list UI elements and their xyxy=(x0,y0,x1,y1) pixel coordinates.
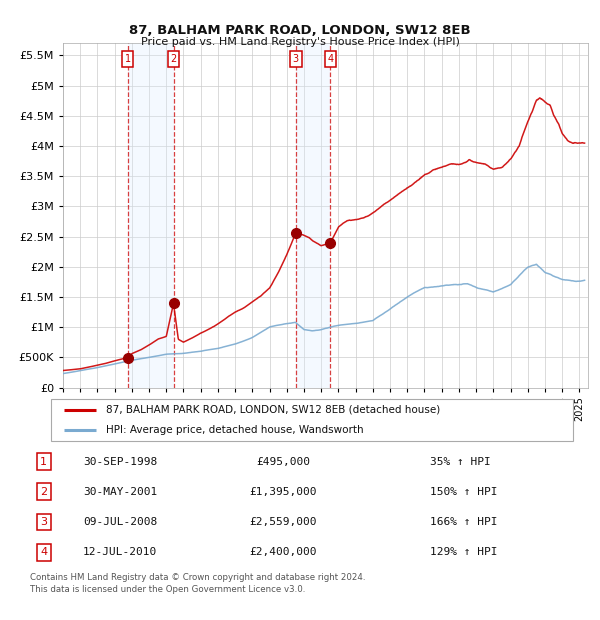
Text: 150% ↑ HPI: 150% ↑ HPI xyxy=(430,487,497,497)
Text: £2,559,000: £2,559,000 xyxy=(250,517,317,527)
Text: 3: 3 xyxy=(40,517,47,527)
Text: 35% ↑ HPI: 35% ↑ HPI xyxy=(430,456,491,466)
Text: 09-JUL-2008: 09-JUL-2008 xyxy=(83,517,157,527)
Text: 2: 2 xyxy=(170,54,176,64)
Text: £2,400,000: £2,400,000 xyxy=(250,547,317,557)
Bar xyxy=(128,43,173,388)
Text: £495,000: £495,000 xyxy=(256,456,310,466)
Text: 30-SEP-1998: 30-SEP-1998 xyxy=(83,456,157,466)
Text: 3: 3 xyxy=(293,54,299,64)
Text: 30-MAY-2001: 30-MAY-2001 xyxy=(83,487,157,497)
Text: 4: 4 xyxy=(40,547,47,557)
Bar xyxy=(296,43,331,388)
Text: Contains HM Land Registry data © Crown copyright and database right 2024.: Contains HM Land Registry data © Crown c… xyxy=(30,574,365,583)
Text: 4: 4 xyxy=(327,54,334,64)
Text: 1: 1 xyxy=(124,54,131,64)
Text: 166% ↑ HPI: 166% ↑ HPI xyxy=(430,517,497,527)
Text: This data is licensed under the Open Government Licence v3.0.: This data is licensed under the Open Gov… xyxy=(30,585,305,594)
Text: Price paid vs. HM Land Registry's House Price Index (HPI): Price paid vs. HM Land Registry's House … xyxy=(140,37,460,47)
Text: 129% ↑ HPI: 129% ↑ HPI xyxy=(430,547,497,557)
FancyBboxPatch shape xyxy=(50,399,574,441)
Text: 1: 1 xyxy=(40,456,47,466)
Text: 2: 2 xyxy=(40,487,47,497)
Text: HPI: Average price, detached house, Wandsworth: HPI: Average price, detached house, Wand… xyxy=(106,425,364,435)
Text: 87, BALHAM PARK ROAD, LONDON, SW12 8EB: 87, BALHAM PARK ROAD, LONDON, SW12 8EB xyxy=(129,24,471,37)
Text: 87, BALHAM PARK ROAD, LONDON, SW12 8EB (detached house): 87, BALHAM PARK ROAD, LONDON, SW12 8EB (… xyxy=(106,405,440,415)
Text: 12-JUL-2010: 12-JUL-2010 xyxy=(83,547,157,557)
Text: £1,395,000: £1,395,000 xyxy=(250,487,317,497)
